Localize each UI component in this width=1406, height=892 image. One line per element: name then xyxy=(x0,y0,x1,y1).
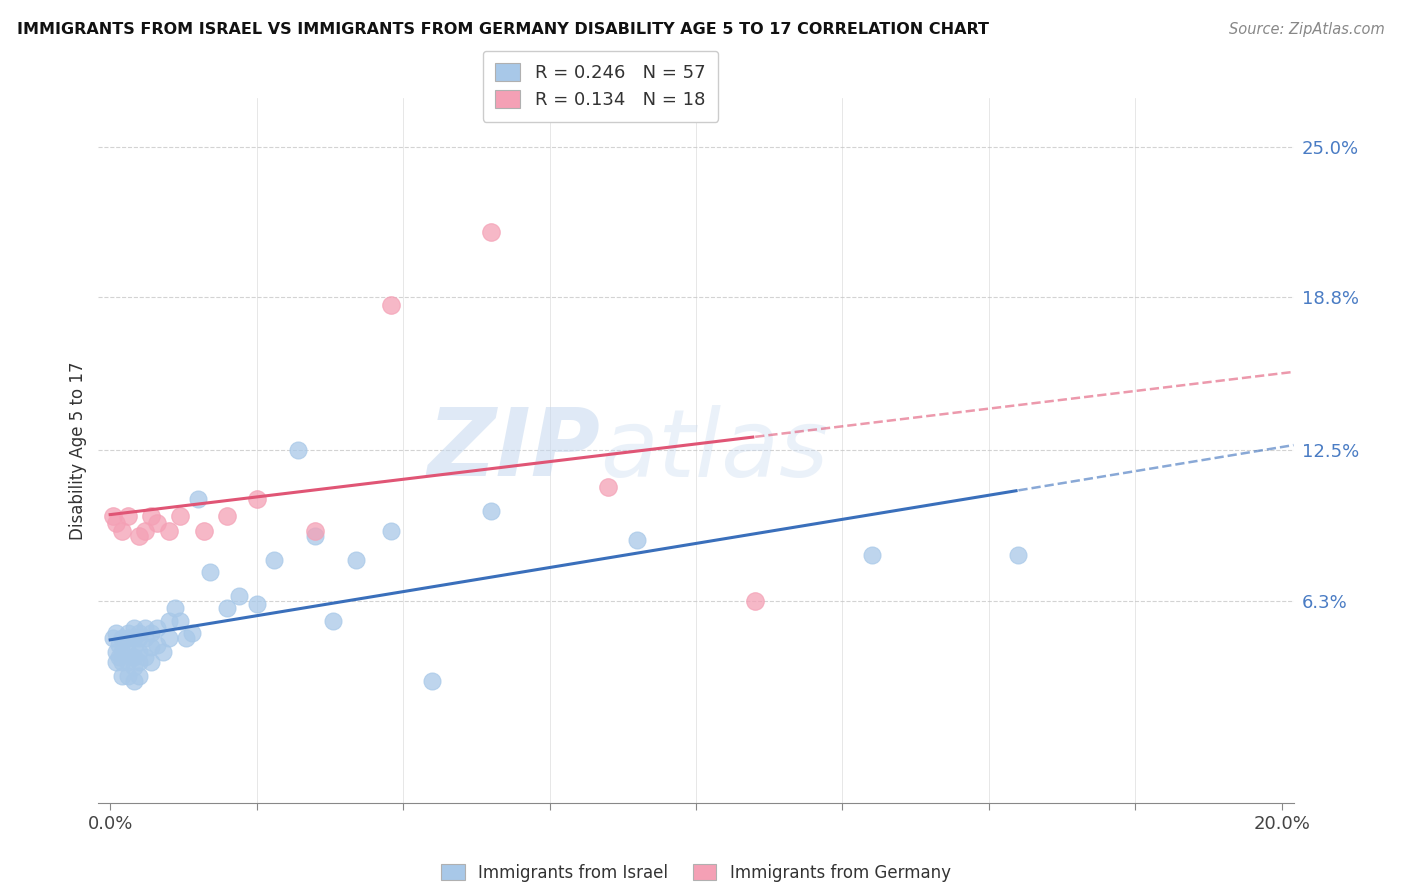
Point xyxy=(246,597,269,611)
Point xyxy=(134,524,156,538)
Point xyxy=(626,533,648,548)
Point xyxy=(128,669,150,683)
Text: Source: ZipAtlas.com: Source: ZipAtlas.com xyxy=(1229,22,1385,37)
Point xyxy=(169,614,191,628)
Point xyxy=(228,589,250,603)
Text: atlas: atlas xyxy=(600,405,828,496)
Point xyxy=(134,621,156,635)
Point xyxy=(187,491,209,506)
Point xyxy=(122,621,145,635)
Point xyxy=(141,625,163,640)
Point xyxy=(169,509,191,524)
Point xyxy=(198,565,221,579)
Point xyxy=(117,509,139,524)
Point xyxy=(422,674,444,689)
Point xyxy=(117,631,139,645)
Point xyxy=(163,601,186,615)
Point xyxy=(380,298,402,312)
Point xyxy=(152,645,174,659)
Point xyxy=(146,516,169,531)
Point xyxy=(117,645,139,659)
Text: ZIP: ZIP xyxy=(427,404,600,497)
Legend: Immigrants from Israel, Immigrants from Germany: Immigrants from Israel, Immigrants from … xyxy=(434,857,957,888)
Point xyxy=(157,524,180,538)
Point xyxy=(128,645,150,659)
Point xyxy=(122,650,145,665)
Point xyxy=(860,548,883,562)
Point xyxy=(1007,548,1029,562)
Point xyxy=(105,655,128,669)
Point xyxy=(598,480,620,494)
Point xyxy=(128,631,150,645)
Point xyxy=(117,655,139,669)
Point xyxy=(157,614,180,628)
Point xyxy=(128,625,150,640)
Point xyxy=(157,631,180,645)
Point xyxy=(344,553,367,567)
Point xyxy=(263,553,285,567)
Point xyxy=(146,638,169,652)
Point xyxy=(122,674,145,689)
Text: IMMIGRANTS FROM ISRAEL VS IMMIGRANTS FROM GERMANY DISABILITY AGE 5 TO 17 CORRELA: IMMIGRANTS FROM ISRAEL VS IMMIGRANTS FRO… xyxy=(17,22,988,37)
Point xyxy=(122,640,145,655)
Point xyxy=(304,528,326,542)
Point xyxy=(108,650,131,665)
Point xyxy=(174,631,197,645)
Point xyxy=(117,669,139,683)
Point xyxy=(128,655,150,669)
Point xyxy=(101,509,124,524)
Point xyxy=(217,601,239,615)
Y-axis label: Disability Age 5 to 17: Disability Age 5 to 17 xyxy=(69,361,87,540)
Point xyxy=(744,594,766,608)
Point xyxy=(141,655,163,669)
Point xyxy=(128,528,150,542)
Point xyxy=(134,650,156,665)
Point xyxy=(105,625,128,640)
Point xyxy=(134,631,156,645)
Point xyxy=(111,655,134,669)
Point xyxy=(181,625,204,640)
Point xyxy=(101,631,124,645)
Point xyxy=(122,659,145,673)
Point xyxy=(105,516,128,531)
Point xyxy=(141,509,163,524)
Point xyxy=(105,645,128,659)
Point xyxy=(108,638,131,652)
Point xyxy=(111,631,134,645)
Point xyxy=(322,614,344,628)
Point xyxy=(117,625,139,640)
Point xyxy=(111,669,134,683)
Point xyxy=(479,225,502,239)
Point xyxy=(111,645,134,659)
Point xyxy=(193,524,215,538)
Point xyxy=(304,524,326,538)
Point xyxy=(146,621,169,635)
Point xyxy=(122,631,145,645)
Point xyxy=(380,524,402,538)
Point xyxy=(287,443,309,458)
Point xyxy=(111,524,134,538)
Point xyxy=(217,509,239,524)
Point xyxy=(479,504,502,518)
Point xyxy=(141,640,163,655)
Point xyxy=(246,491,269,506)
